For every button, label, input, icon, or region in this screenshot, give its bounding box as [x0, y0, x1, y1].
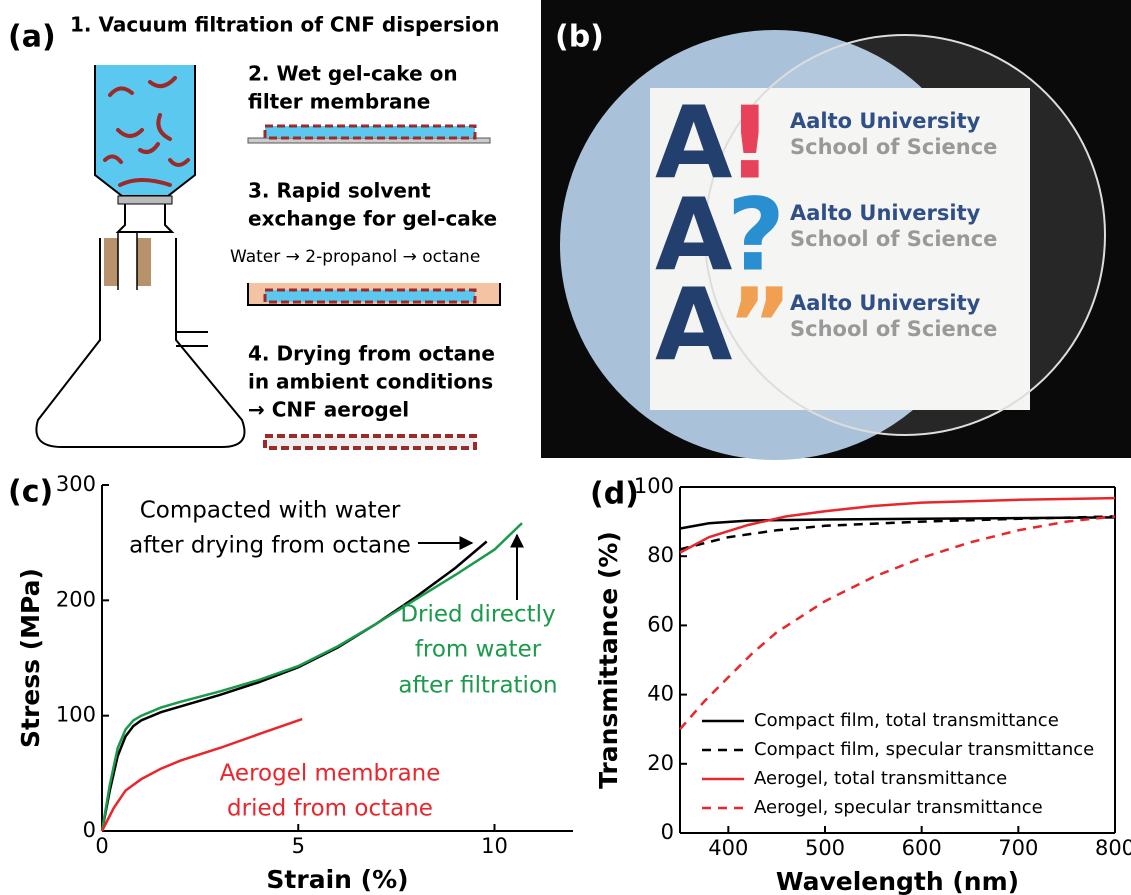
panel-label: (b) — [555, 20, 604, 55]
y-axis-title: Stress (MPa) — [16, 568, 45, 748]
logo-line2: School of Science — [790, 227, 997, 251]
annotation: Aerogel membrane — [220, 761, 441, 787]
x-tick-label: 5 — [292, 834, 305, 858]
panel-label: (c) — [8, 475, 53, 510]
figure: (a) 1. Vacuum filtration of CNF dispersi… — [0, 0, 1131, 895]
y-tick-label: 200 — [56, 587, 96, 611]
y-tick-label: 100 — [56, 703, 96, 727]
solvent-text: Water → 2-propanol → octane — [230, 247, 480, 267]
y-tick-label: 80 — [647, 543, 674, 567]
x-tick-label: 600 — [902, 836, 942, 860]
x-tick-label: 10 — [481, 834, 508, 858]
stem — [118, 232, 137, 290]
x-tick-label: 500 — [805, 836, 845, 860]
legend-label: Aerogel, total transmittance — [754, 768, 1007, 789]
step-text: 2. Wet gel-cake on — [248, 62, 458, 86]
gel-cake — [265, 126, 475, 138]
x-tick-label: 800 — [1095, 836, 1131, 860]
step-text: → CNF aerogel — [248, 398, 409, 422]
annotation: Dried directly — [400, 602, 555, 628]
y-tick-label: 40 — [647, 682, 674, 706]
x-tick-label: 400 — [708, 836, 748, 860]
y-tick-label: 60 — [647, 612, 674, 636]
stopper — [104, 238, 118, 286]
annotation: after drying from octane — [129, 533, 411, 559]
logo-letter: A — [655, 266, 732, 383]
x-axis-title: Strain (%) — [266, 865, 408, 894]
step-text: 1. Vacuum filtration of CNF dispersion — [70, 13, 499, 37]
panel-label: (d) — [590, 477, 639, 512]
y-tick-label: 20 — [647, 751, 674, 775]
logo-line2: School of Science — [790, 135, 997, 159]
x-axis-title: Wavelength (nm) — [776, 867, 1019, 895]
logo-line2: School of Science — [790, 317, 997, 341]
logo-line1: Aalto University — [790, 291, 981, 315]
legend-label: Aerogel, specular transmittance — [754, 797, 1043, 818]
filter — [118, 196, 172, 204]
aerogel — [265, 436, 475, 448]
step-text: filter membrane — [248, 90, 430, 114]
side-arm — [176, 332, 208, 346]
logo-line1: Aalto University — [790, 201, 981, 225]
y-tick-label: 100 — [634, 474, 674, 498]
series-line — [680, 516, 1115, 729]
funnel-stem — [118, 204, 172, 232]
x-tick-label: 0 — [95, 834, 108, 858]
legend-label: Compact film, specular transmittance — [754, 739, 1094, 760]
x-tick-label: 700 — [998, 836, 1038, 860]
logo-mark: ” — [727, 266, 793, 383]
chart: (d) 400 500 600 700 800 0 20 40 60 80 100 Wavelength… — [590, 474, 1131, 895]
stopper — [137, 238, 151, 286]
funnel — [95, 65, 195, 196]
panel-label: (a) — [8, 20, 56, 55]
y-tick-label: 300 — [56, 472, 96, 496]
annotation: after filtration — [398, 673, 557, 699]
step-text: 4. Drying from octane — [248, 342, 495, 366]
panel-a: (a) 1. Vacuum filtration of CNF dispersi… — [8, 13, 500, 449]
gel-cake — [265, 290, 475, 302]
y-tick-label: 0 — [83, 818, 96, 842]
step-text: in ambient conditions — [248, 370, 493, 394]
annotation: Compacted with water — [140, 498, 401, 524]
y-axis-title: Transmittance (%) — [594, 531, 623, 789]
step-text: 3. Rapid solvent — [248, 179, 431, 203]
y-tick-label: 0 — [661, 820, 674, 844]
legend-label: Compact film, total transmittance — [754, 710, 1059, 731]
annotation: from water — [415, 637, 542, 663]
annotation: dried from octane — [227, 796, 433, 822]
step-text: exchange for gel-cake — [248, 207, 497, 231]
logo-line1: Aalto University — [790, 109, 981, 133]
